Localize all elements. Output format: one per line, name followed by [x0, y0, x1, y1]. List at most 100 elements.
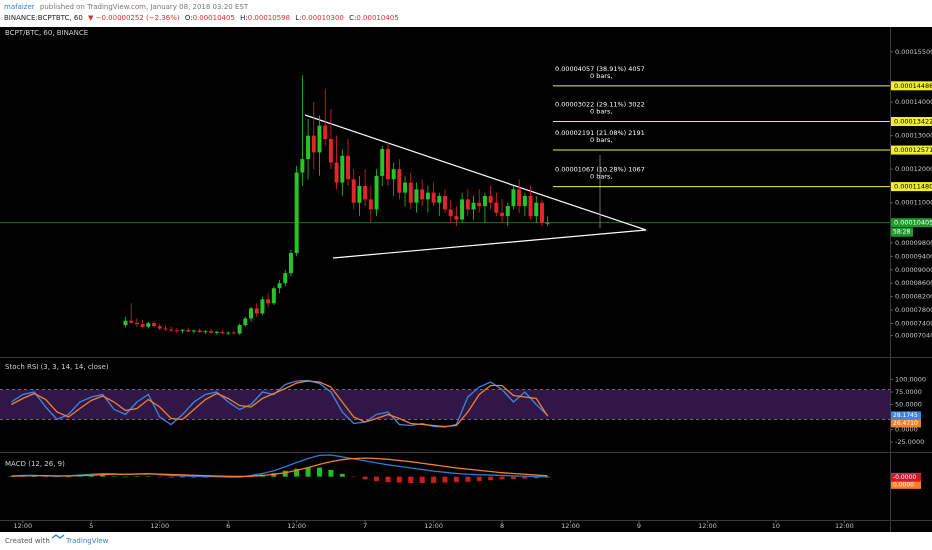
fib-price-label: 0.00013422 [894, 118, 932, 126]
candle-body [380, 149, 385, 176]
footer: Created with TradingView [5, 537, 109, 545]
candle-body [334, 162, 339, 183]
candle-body [374, 175, 379, 210]
fib-change: 0.00004057 (38.91%) 4057 [555, 65, 645, 73]
histogram-bar [339, 473, 345, 477]
histogram-bar [453, 476, 459, 483]
candle-body [528, 196, 533, 217]
brand[interactable]: TradingView [65, 537, 109, 545]
candle-body [539, 202, 544, 223]
countdown: 58:28 [893, 229, 910, 236]
candle-body [186, 329, 191, 332]
candle-body [482, 196, 487, 207]
x-tick-label: 12:00 [150, 522, 169, 530]
brand-logo [51, 534, 65, 539]
candle-body [226, 332, 231, 334]
candle-body [500, 212, 505, 217]
indicator-line [11, 380, 549, 428]
publish-line: mafaizer published on TradingView.com, J… [4, 3, 249, 11]
histogram-bar [419, 476, 425, 483]
y-tick-label: 0.00011000 [895, 199, 932, 207]
y-tick-label: 0.00014000 [895, 98, 932, 106]
candle-body [140, 324, 145, 327]
fib-change: 0.00003022 (29.11%) 3022 [555, 101, 645, 109]
candle-body [317, 125, 322, 153]
header-bg [0, 0, 932, 27]
candle-body [300, 159, 305, 173]
candle-body [420, 189, 425, 200]
pane-title: MACD (12, 26, 9) [5, 460, 65, 468]
histogram-bar [396, 476, 402, 483]
ohlc-value: 0.00010300 [302, 14, 344, 22]
fib-price-label: 0.00014486 [894, 82, 932, 90]
candle-body [157, 326, 162, 329]
candle-body [534, 202, 539, 217]
fib-bars: 0 bars, [590, 108, 612, 116]
author[interactable]: mafaizer [4, 3, 35, 11]
x-tick-label: 12:00 [13, 522, 32, 530]
candle-body [214, 331, 219, 333]
y-tick-label: 0.0000 [895, 426, 918, 434]
fib-change: 0.00002191 (21.08%) 2191 [555, 129, 645, 137]
candle-body [323, 125, 328, 140]
candle-body [237, 325, 242, 334]
y-tick-label: 0.00009400 [895, 252, 932, 260]
fib-price-label: 0.00012571 [894, 146, 932, 154]
fib-price-box [891, 145, 932, 155]
candle-body [209, 331, 214, 333]
candle-body [522, 196, 527, 207]
candle-body [249, 308, 254, 319]
pane-title: BCPT/BTC, 60, BINANCE [5, 29, 88, 37]
candle-body [460, 199, 465, 220]
candle-body [488, 196, 493, 203]
y-tick-label: 0.00008200 [895, 293, 932, 301]
last-value-box [891, 473, 921, 482]
last-value-box [891, 419, 921, 428]
fib-bars: 0 bars, [590, 72, 612, 80]
candle-body [311, 135, 316, 153]
x-tick-label: 7 [363, 522, 367, 530]
histogram-bar [385, 476, 391, 483]
histogram-bar [442, 476, 448, 483]
candle-body [254, 308, 259, 314]
y-tick-label: 0.00009000 [895, 266, 932, 274]
ohlc-value: 0.00010405 [356, 14, 398, 22]
candle-body [220, 331, 225, 334]
candle-body [169, 329, 174, 331]
histogram-bar [488, 476, 494, 481]
y-tick-label: 75.0000 [895, 388, 922, 396]
fib-price-box [891, 182, 932, 192]
histogram-bar [157, 476, 163, 478]
y-tick-label: 100.0000 [895, 376, 926, 384]
y-tick-label: 0.00009800 [895, 239, 932, 247]
histogram-bar [545, 476, 551, 478]
fib-price-label: 0.00011480 [894, 183, 932, 191]
y-tick-label: -25.0000 [895, 438, 924, 446]
footer-bg [0, 532, 932, 550]
candle-body [511, 189, 516, 207]
fib-price-box [891, 81, 932, 91]
candle-body [197, 330, 202, 333]
stoch-pane [0, 379, 890, 428]
histogram-bar [43, 476, 49, 478]
histogram-bar [362, 476, 368, 480]
indicator-line [11, 454, 548, 478]
last-value-label: -0.0000 [893, 474, 916, 481]
y-tick-label: 0.00013000 [895, 132, 932, 140]
histogram-bar [77, 476, 83, 477]
candle-body [431, 192, 436, 203]
last-value-label: 26.4710 [893, 420, 918, 427]
x-tick-label: 8 [500, 522, 504, 530]
symbol: BINANCE:BCPTBTC, 60 [4, 14, 83, 22]
histogram-bar [168, 476, 174, 478]
candle-body [277, 283, 282, 289]
histogram-bar [180, 476, 186, 478]
candle-body [163, 328, 168, 330]
fib-change: 0.00001067 (10.28%) 1067 [555, 166, 645, 174]
fib-price-box [891, 117, 932, 127]
histogram-bar [123, 476, 129, 478]
histogram-bar [476, 476, 482, 481]
ohlc-value: 0.00010405 [193, 14, 235, 22]
candle-body [146, 323, 151, 327]
